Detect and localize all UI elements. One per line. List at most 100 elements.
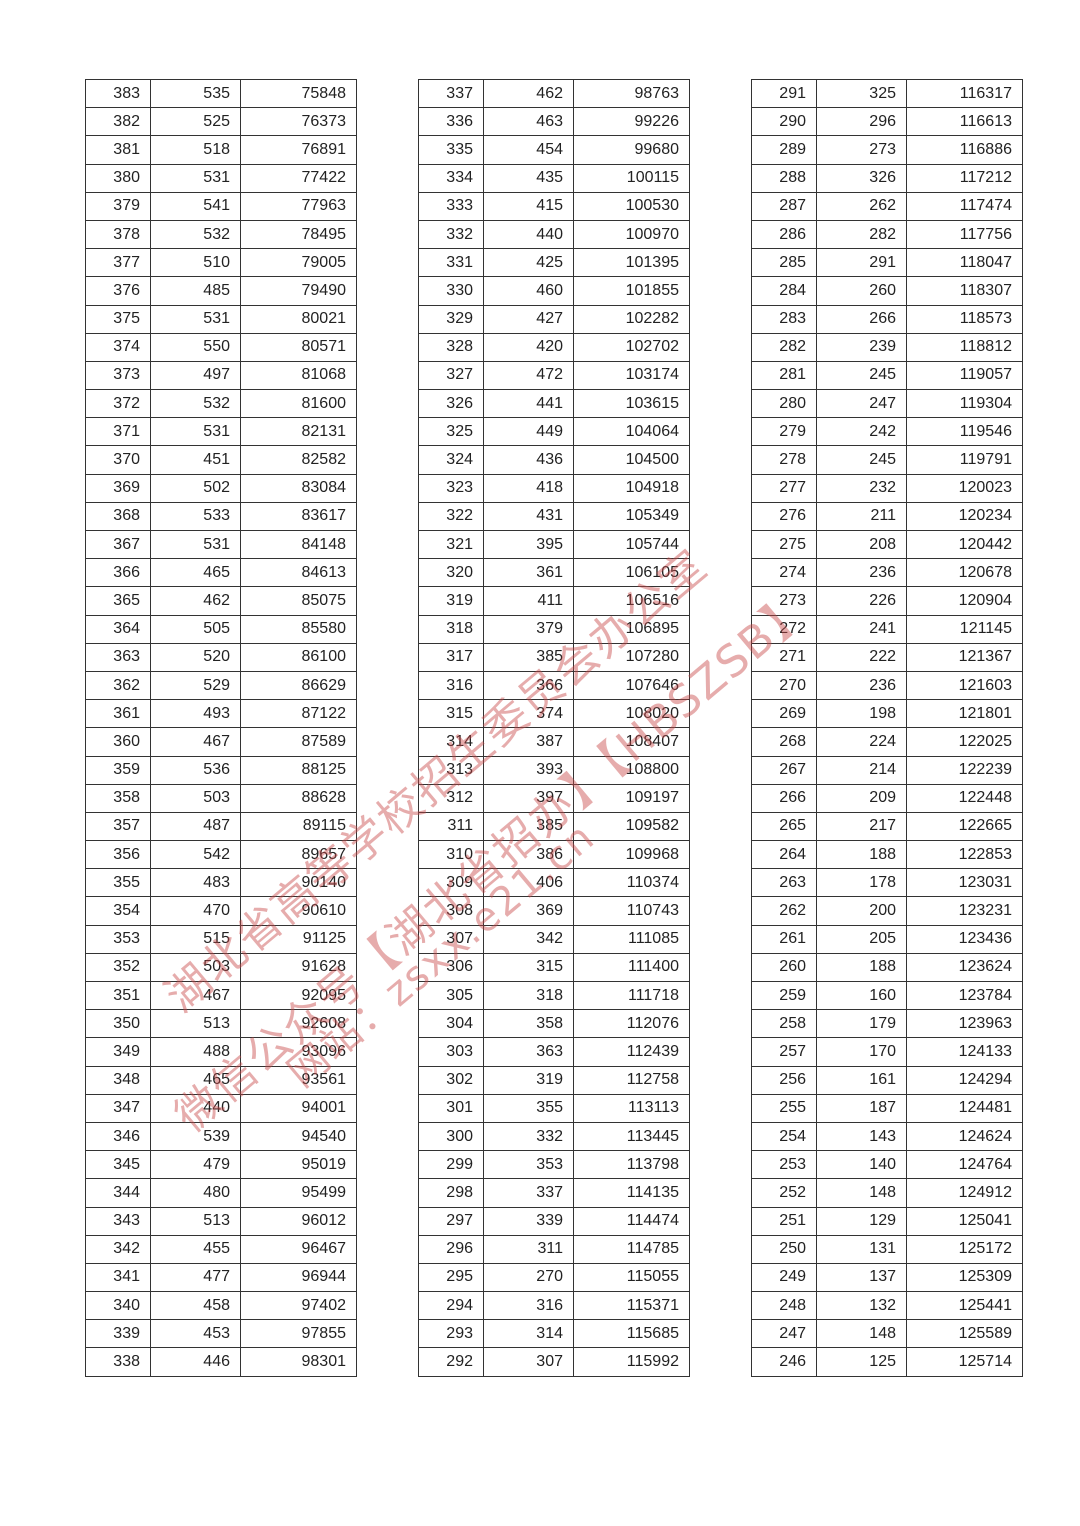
table-row: 315 374 108020 [418, 699, 690, 729]
cumulative-cell: 88125 [240, 755, 357, 785]
score-cell: 256 [751, 1065, 817, 1095]
cumulative-cell: 114135 [573, 1178, 690, 1208]
count-cell: 440 [483, 219, 574, 250]
cumulative-cell: 115685 [573, 1319, 690, 1349]
cumulative-cell: 76891 [240, 135, 357, 165]
score-cell: 341 [85, 1262, 151, 1293]
score-cell: 317 [418, 642, 484, 672]
score-cell: 300 [418, 1121, 484, 1152]
score-cell: 309 [418, 868, 484, 898]
cumulative-cell: 100530 [573, 191, 690, 221]
score-cell: 370 [85, 445, 151, 475]
count-cell: 198 [816, 699, 907, 729]
count-cell: 515 [150, 924, 241, 954]
cumulative-cell: 117756 [906, 219, 1023, 250]
cumulative-cell: 105349 [573, 501, 690, 532]
table-row: 285 291 118047 [751, 248, 1023, 278]
cumulative-cell: 93096 [240, 1037, 357, 1067]
table-row: 280 247 119304 [751, 389, 1023, 419]
table-row: 257 170 124133 [751, 1037, 1023, 1067]
score-cell: 353 [85, 924, 151, 954]
count-cell: 200 [816, 896, 907, 926]
table-row: 312 397 109197 [418, 783, 690, 813]
count-cell: 358 [483, 1009, 574, 1039]
count-cell: 472 [483, 360, 574, 391]
count-cell: 477 [150, 1262, 241, 1293]
cumulative-cell: 122665 [906, 811, 1023, 842]
cumulative-cell: 99680 [573, 135, 690, 165]
table-row: 370 451 82582 [85, 445, 357, 475]
score-cell: 321 [418, 529, 484, 560]
count-cell: 503 [150, 783, 241, 813]
score-cell: 299 [418, 1150, 484, 1180]
table-row: 316 366 107646 [418, 670, 690, 701]
score-cell: 359 [85, 755, 151, 785]
table-row: 339 453 97855 [85, 1319, 357, 1349]
cumulative-cell: 109968 [573, 840, 690, 870]
score-cell: 360 [85, 727, 151, 757]
cumulative-cell: 97402 [240, 1291, 357, 1321]
count-cell: 217 [816, 811, 907, 842]
table-row: 357 487 89115 [85, 811, 357, 842]
cumulative-cell: 110374 [573, 868, 690, 898]
cumulative-cell: 75848 [240, 78, 357, 109]
count-cell: 369 [483, 896, 574, 926]
table-row: 355 483 90140 [85, 868, 357, 898]
table-row: 279 242 119546 [751, 417, 1023, 447]
count-cell: 436 [483, 445, 574, 475]
count-cell: 487 [150, 811, 241, 842]
cumulative-cell: 122448 [906, 783, 1023, 813]
score-cell: 358 [85, 783, 151, 813]
count-cell: 449 [483, 417, 574, 447]
score-cell: 374 [85, 332, 151, 362]
cumulative-cell: 109582 [573, 811, 690, 842]
table-row: 368 533 83617 [85, 501, 357, 532]
table-row: 327 472 103174 [418, 360, 690, 391]
cumulative-cell: 80021 [240, 304, 357, 334]
count-cell: 531 [150, 529, 241, 560]
table-row: 300 332 113445 [418, 1121, 690, 1152]
score-cell: 263 [751, 868, 817, 898]
score-cell: 373 [85, 360, 151, 391]
count-cell: 513 [150, 1009, 241, 1039]
cumulative-cell: 121367 [906, 642, 1023, 672]
score-cell: 333 [418, 191, 484, 221]
count-cell: 462 [483, 78, 574, 109]
score-cell: 277 [751, 473, 817, 503]
count-cell: 132 [816, 1291, 907, 1321]
table-row: 322 431 105349 [418, 501, 690, 532]
table-row: 260 188 123624 [751, 952, 1023, 983]
table-row: 365 462 85075 [85, 586, 357, 616]
table-row: 308 369 110743 [418, 896, 690, 926]
cumulative-cell: 100970 [573, 219, 690, 250]
cumulative-cell: 81068 [240, 360, 357, 391]
table-row: 320 361 106105 [418, 558, 690, 588]
score-cell: 346 [85, 1121, 151, 1152]
count-cell: 458 [150, 1291, 241, 1321]
count-cell: 209 [816, 783, 907, 813]
score-table-3: 291 325 116317 290 296 116613 289 273 116886 288 3… [751, 78, 1023, 1377]
count-cell: 451 [150, 445, 241, 475]
count-cell: 143 [816, 1121, 907, 1152]
count-cell: 513 [150, 1206, 241, 1236]
table-row: 379 541 77963 [85, 191, 357, 221]
cumulative-cell: 124912 [906, 1178, 1023, 1208]
count-cell: 314 [483, 1319, 574, 1349]
score-cell: 351 [85, 980, 151, 1011]
cumulative-cell: 93561 [240, 1065, 357, 1095]
count-cell: 510 [150, 248, 241, 278]
count-cell: 531 [150, 417, 241, 447]
table-row: 277 232 120023 [751, 473, 1023, 503]
score-cell: 304 [418, 1009, 484, 1039]
table-row: 287 262 117474 [751, 191, 1023, 221]
count-cell: 493 [150, 699, 241, 729]
count-cell: 431 [483, 501, 574, 532]
score-cell: 344 [85, 1178, 151, 1208]
table-row: 293 314 115685 [418, 1319, 690, 1349]
table-row: 291 325 116317 [751, 78, 1023, 109]
table-row: 255 187 124481 [751, 1093, 1023, 1123]
count-cell: 465 [150, 1065, 241, 1095]
count-cell: 236 [816, 670, 907, 701]
count-cell: 208 [816, 529, 907, 560]
table-row: 330 460 101855 [418, 276, 690, 306]
